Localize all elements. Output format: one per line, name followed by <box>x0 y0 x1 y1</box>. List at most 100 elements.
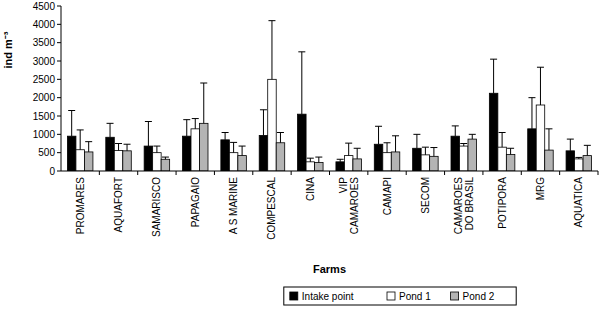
y-tick-label: 4000 <box>33 19 56 30</box>
error-cap <box>490 59 497 60</box>
bar <box>566 151 575 171</box>
bar <box>153 153 162 171</box>
error-cap <box>298 51 305 52</box>
x-tick-label: AQUATICA <box>573 177 584 228</box>
error-bar <box>153 146 160 153</box>
label-line: POTIPORA <box>497 177 508 229</box>
x-tick <box>99 171 100 175</box>
bar <box>200 123 209 171</box>
x-tick <box>291 171 292 175</box>
bar <box>374 144 383 171</box>
error-cap <box>499 132 506 133</box>
error-bar <box>107 123 114 137</box>
y-tick-label: 3500 <box>33 37 56 48</box>
error-bar <box>537 67 544 105</box>
y-tick-label: 4500 <box>33 1 56 12</box>
label-line: SECOM <box>420 177 431 214</box>
bar <box>183 136 192 171</box>
x-tick <box>137 171 138 175</box>
error-bar <box>567 139 574 151</box>
error-stem <box>387 143 388 153</box>
error-cap <box>260 109 267 110</box>
x-tick <box>482 171 483 175</box>
error-bar <box>345 143 352 155</box>
chart: 050010001500200025003000350040004500PROM… <box>0 0 604 310</box>
x-tick-label: COMPESCAL <box>266 177 277 240</box>
error-cap <box>354 148 361 149</box>
error-cap <box>153 146 160 147</box>
error-stem <box>587 145 588 155</box>
legend-label: Pond 2 <box>463 291 495 302</box>
error-bar <box>422 147 429 155</box>
error-bar <box>545 129 552 150</box>
bar <box>353 159 362 171</box>
error-stem <box>271 21 272 80</box>
error-stem <box>148 122 149 147</box>
error-bar <box>507 148 514 154</box>
error-stem <box>301 52 302 114</box>
legend-label: Intake point <box>302 291 354 302</box>
error-bar <box>230 142 237 152</box>
x-tick <box>559 171 560 175</box>
error-bar <box>192 119 199 129</box>
x-tick-label: VIPCAMAROES <box>338 177 360 235</box>
y-tick-label: 500 <box>38 147 55 158</box>
error-bar <box>528 98 535 129</box>
x-tick <box>252 171 253 175</box>
error-stem <box>318 157 319 163</box>
label-line: CAMAROES <box>453 177 464 235</box>
error-cap <box>315 157 322 158</box>
x-tick-label: POTIPORA <box>497 177 508 229</box>
bar <box>336 162 345 171</box>
x-tick <box>444 171 445 175</box>
y-tick-label: 2500 <box>33 74 56 85</box>
error-cap <box>107 123 114 124</box>
legend-swatch <box>387 292 395 300</box>
y-tick-label: 2000 <box>33 92 56 103</box>
error-bar <box>183 120 190 137</box>
error-stem <box>195 119 196 129</box>
error-cap <box>230 142 237 143</box>
error-stem <box>186 120 187 137</box>
bars <box>67 21 591 171</box>
error-stem <box>502 133 503 148</box>
y-tick-label: 1000 <box>33 129 56 140</box>
error-bar <box>298 52 305 114</box>
error-bar <box>430 148 437 157</box>
error-bar <box>354 148 361 159</box>
error-bar <box>115 144 122 151</box>
error-stem <box>378 126 379 144</box>
error-stem <box>263 110 264 136</box>
error-stem <box>156 146 157 153</box>
error-stem <box>531 98 532 129</box>
y-tick-label: 1500 <box>33 111 56 122</box>
bar <box>161 159 170 171</box>
error-bar <box>337 159 344 162</box>
error-stem <box>280 133 281 143</box>
bar <box>575 159 584 171</box>
bar <box>298 114 307 171</box>
label-line: CAMAPI <box>382 177 393 215</box>
error-cap <box>77 129 84 130</box>
y-tick <box>57 61 61 62</box>
label-line: CAMAROES <box>349 177 360 235</box>
error-cap <box>222 132 229 133</box>
error-stem <box>510 148 511 154</box>
y-tick <box>57 42 61 43</box>
error-stem <box>540 67 541 105</box>
legend: Intake pointPond 1Pond 2 <box>284 287 516 305</box>
error-cap <box>384 142 391 143</box>
bar <box>238 156 247 171</box>
error-stem <box>110 123 111 137</box>
bar <box>468 139 477 171</box>
label-line: CINA <box>305 177 316 201</box>
error-cap <box>183 119 190 120</box>
label-line: PAPAGAIO <box>190 177 201 227</box>
error-cap <box>162 157 169 158</box>
bar <box>583 156 592 171</box>
x-tick-label: A S MARINE <box>228 177 239 235</box>
y-tick <box>57 6 61 7</box>
error-bar <box>307 158 314 162</box>
error-bar <box>239 146 246 156</box>
bar <box>489 93 498 171</box>
